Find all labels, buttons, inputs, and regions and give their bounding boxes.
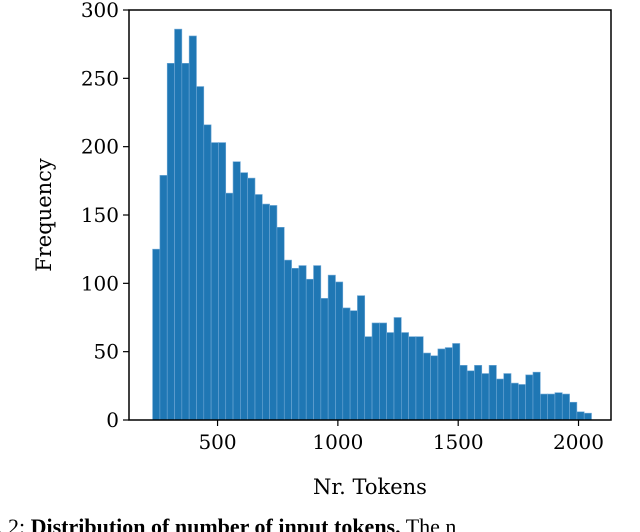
histogram-bar <box>320 298 329 421</box>
histogram-bar <box>166 62 175 421</box>
histogram-bar <box>459 365 468 421</box>
figure-caption: g. 2: Distribution of number of input to… <box>0 514 456 532</box>
histogram-bar <box>510 382 519 421</box>
histogram-bar <box>291 267 300 421</box>
histogram-bar <box>437 348 446 421</box>
histogram-bar <box>371 322 380 421</box>
histogram-bar <box>444 347 453 421</box>
x-tick-label: 1500 <box>433 430 484 454</box>
y-axis-ticks: 0 50 100 150 200 250 300 <box>81 0 129 432</box>
histogram-bar <box>269 205 278 421</box>
histogram-bar <box>386 332 395 421</box>
histogram-bar <box>225 192 234 421</box>
histogram-bar <box>415 336 424 421</box>
histogram-bar <box>583 412 592 421</box>
histogram-bar <box>488 365 497 421</box>
histogram-bar <box>379 322 387 421</box>
histogram-bar <box>474 365 483 421</box>
histogram-bar <box>408 336 417 421</box>
histogram-bar <box>210 142 219 421</box>
histogram-bar <box>349 310 358 421</box>
histogram-bar <box>547 393 556 421</box>
histogram-bar <box>561 393 570 421</box>
histogram-bar <box>518 384 526 421</box>
histogram-bar <box>364 336 373 421</box>
bars <box>152 28 592 421</box>
histogram-bar <box>466 370 475 421</box>
histogram-bar <box>422 352 431 421</box>
y-tick-label: 50 <box>94 340 119 364</box>
y-tick-label: 300 <box>81 0 119 22</box>
histogram-bar <box>503 373 512 421</box>
histogram-bar <box>240 172 248 421</box>
histogram-bar <box>569 401 578 421</box>
histogram-bar <box>335 281 344 421</box>
histogram-bar <box>342 307 351 421</box>
histogram-bar <box>196 86 205 421</box>
x-axis-ticks: 500 1000 1500 2000 <box>198 420 604 454</box>
histogram-bar <box>188 35 197 421</box>
y-tick-label: 250 <box>81 66 119 90</box>
x-tick-label: 500 <box>198 430 236 454</box>
histogram-bar <box>357 295 366 421</box>
histogram-bar <box>532 371 541 421</box>
x-axis-label: Nr. Tokens <box>313 475 427 499</box>
x-tick-label: 1000 <box>312 430 363 454</box>
histogram-bar <box>327 274 336 421</box>
histogram-bar <box>305 278 314 421</box>
histogram-bar <box>283 259 292 421</box>
histogram-bar <box>254 194 263 421</box>
y-tick-label: 100 <box>81 271 119 295</box>
caption-title: Distribution of number of input tokens. <box>30 514 401 532</box>
y-tick-label: 200 <box>81 135 119 159</box>
histogram-bar <box>496 378 505 421</box>
x-tick-label: 2000 <box>553 430 604 454</box>
histogram-bar <box>203 124 212 421</box>
histogram-bar <box>262 203 270 421</box>
histogram-bar <box>174 28 183 421</box>
caption-text: The n <box>400 514 457 532</box>
histogram-bar <box>554 392 563 421</box>
histogram-bar <box>452 343 461 421</box>
y-tick-label: 0 <box>106 408 119 432</box>
histogram-bar <box>232 161 241 421</box>
histogram-bar <box>540 393 548 421</box>
histogram-bar <box>298 265 307 421</box>
histogram-bar <box>576 411 585 421</box>
histogram-bar <box>159 175 168 421</box>
histogram-bar <box>525 374 534 421</box>
histogram-bar <box>401 332 409 421</box>
histogram-bar <box>481 373 490 421</box>
histogram-bar <box>276 227 285 421</box>
histogram-bar <box>181 62 190 421</box>
y-axis-label: Frequency <box>32 158 56 272</box>
histogram-bar <box>218 142 227 421</box>
y-tick-label: 150 <box>81 203 119 227</box>
histogram-bar <box>393 317 402 421</box>
caption-prefix: g. 2: <box>0 514 26 532</box>
histogram-bar <box>430 355 439 421</box>
histogram-bar <box>313 265 322 421</box>
histogram-bar <box>152 248 161 421</box>
histogram-bar <box>247 177 256 421</box>
